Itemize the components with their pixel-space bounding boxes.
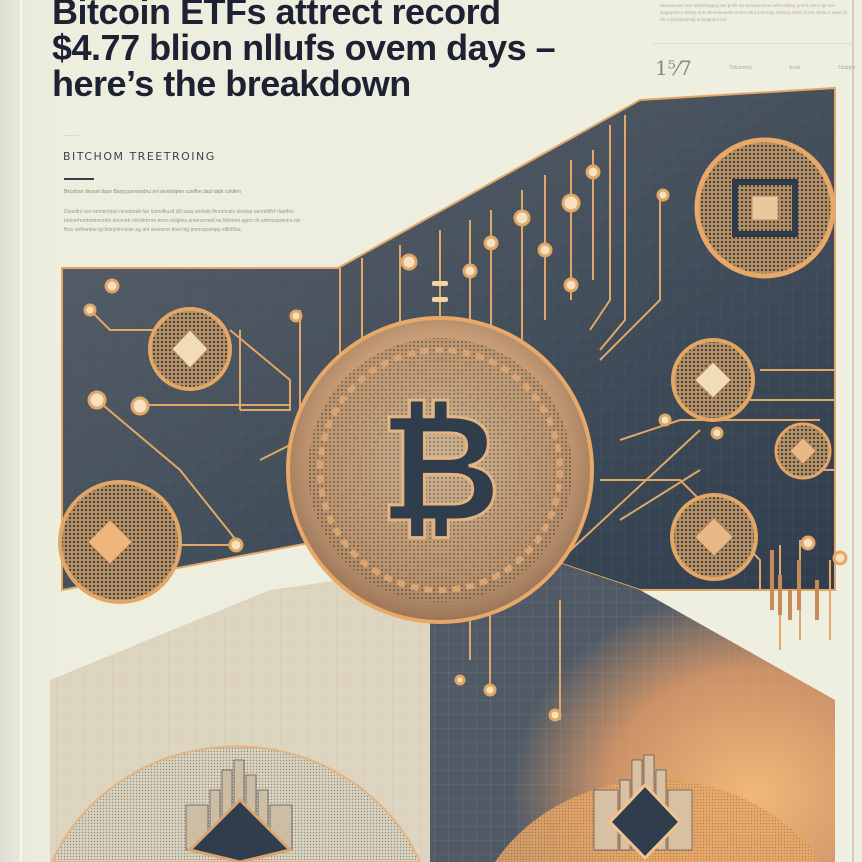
- page-frame-left: [20, 0, 22, 862]
- headline-line: Bitcoin ETFs attrect record: [52, 0, 501, 32]
- small-coin: [148, 307, 232, 391]
- small-coin: [671, 338, 755, 422]
- page-frame-right: [852, 0, 854, 862]
- headline-line: $4.77 blion nllufs ovem days –: [52, 27, 556, 68]
- stat-label: Ecsk: [789, 65, 801, 71]
- stats-row: 1⁵⁄7 Tidusmmy Ecsk Tdsbjns: [655, 56, 855, 80]
- lede-text: Bkcoban dezant dazn Basg parvanidnu sni …: [64, 189, 241, 195]
- chip-coin: [694, 137, 836, 279]
- headline: Bitcoin ETFs attrect record $4.77 blion …: [52, 0, 612, 102]
- bar-columns: [770, 550, 819, 620]
- small-coin: [774, 422, 832, 480]
- sidebar-text: Ntaceinesm sen anhnlnalgeg anti pnlrll n…: [660, 3, 847, 22]
- mesh-coin-right: [495, 754, 820, 862]
- headline-line: here’s the breakdown: [52, 63, 411, 104]
- small-coin: [670, 493, 758, 581]
- section-title: BITCHOM TREETROING: [63, 150, 216, 163]
- stat-value: 1⁵⁄7: [655, 56, 692, 80]
- stat-label: Tdsbjns: [837, 65, 855, 71]
- circuit-pads: [83, 164, 848, 722]
- stat-label: Tidusmmy: [729, 65, 752, 71]
- section-divider: [64, 178, 94, 180]
- kicker: ·········: [64, 133, 79, 139]
- body-paragraph: Dunsltnl sen nmnentrjan nlrsobnak fan lu…: [64, 209, 301, 233]
- sidebar-divider: [652, 43, 852, 44]
- bitcoin-symbol-icon: ₿: [379, 382, 501, 556]
- small-coin: [58, 480, 182, 604]
- bitcoin-coin: ₿: [286, 316, 594, 624]
- mesh-coin-left: [50, 745, 422, 862]
